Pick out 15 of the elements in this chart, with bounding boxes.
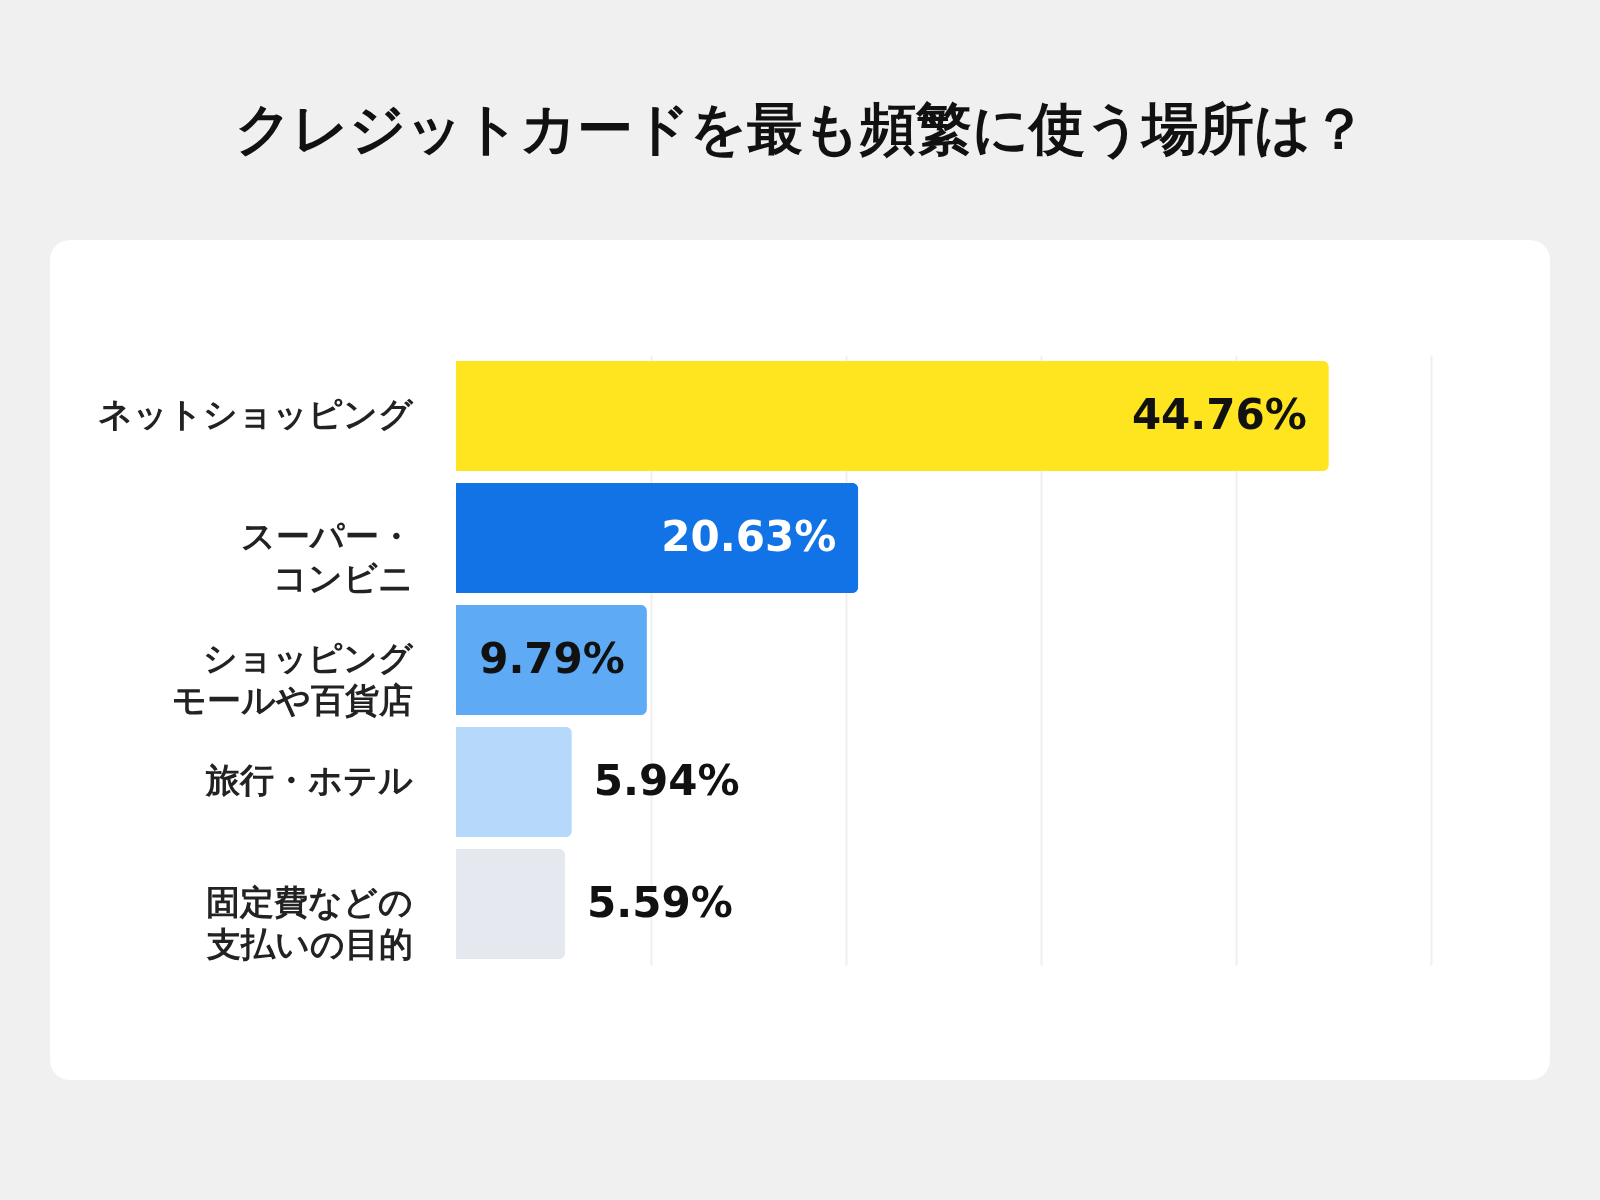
chart-title: クレジットカードを最も頻繁に使う場所は？ bbox=[234, 96, 1367, 161]
data-label: 5.94% bbox=[593, 756, 740, 805]
y-tick-label: ネットショッピング bbox=[97, 394, 414, 434]
bar bbox=[456, 849, 566, 959]
y-tick-label: 固定費などの支払いの目的 bbox=[205, 882, 413, 964]
data-label: 20.63% bbox=[661, 512, 837, 561]
data-label: 44.76% bbox=[1131, 390, 1307, 439]
y-tick-label: ショッピングモールや百貨店 bbox=[171, 638, 414, 720]
y-tick-label: スーパー・コンビニ bbox=[240, 516, 413, 598]
data-label: 9.79% bbox=[479, 634, 625, 683]
y-tick-label: 旅行・ホテル bbox=[204, 760, 413, 800]
bar bbox=[456, 483, 859, 593]
data-label: 5.59% bbox=[587, 878, 733, 927]
bar bbox=[456, 727, 572, 837]
bar bbox=[456, 361, 1329, 471]
